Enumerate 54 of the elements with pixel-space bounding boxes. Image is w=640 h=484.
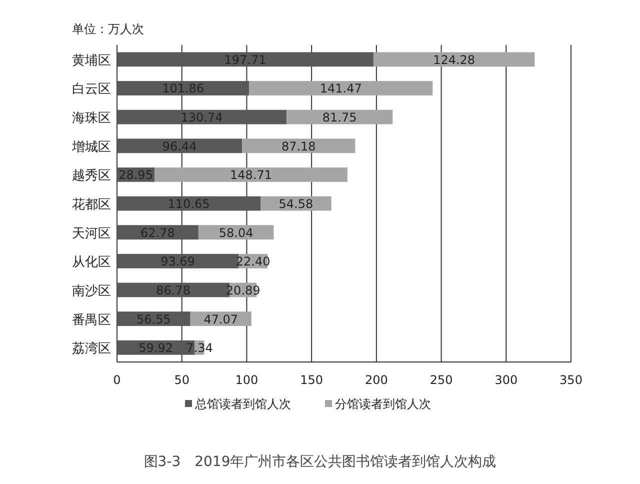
bar [117,225,198,240]
y-tick-label: 天河区 [72,226,111,242]
data-label: 197.71 [224,52,266,67]
y-tick-label: 荔湾区 [72,340,111,357]
bar [373,52,535,67]
data-label: 110.65 [168,197,210,211]
y-tick-label: 增城区 [71,140,111,155]
x-tick-label: 250 [430,373,453,387]
legend-label: 总馆读者到馆人次 [194,397,291,411]
y-tick-label: 从化区 [72,255,111,270]
y-tick-label: 番禺区 [72,312,111,328]
data-label: 101.86 [162,82,204,96]
data-label: 7.34 [186,341,213,356]
data-label: 124.28 [433,52,476,67]
y-tick-label: 越秀区 [72,168,111,184]
data-label: 86.78 [156,283,190,298]
data-label: 58.04 [218,226,254,240]
data-label: 81.75 [322,110,357,125]
data-label: 59.92 [138,341,174,356]
y-tick-label: 黄埔区 [72,53,111,68]
data-label: 87.18 [281,139,316,154]
bar [249,81,433,96]
x-tick-label: 50 [174,373,190,387]
y-tick-label: 花都区 [72,198,111,212]
legend-label: 分馆读者到馆人次 [335,397,431,411]
data-label: 96.44 [162,139,197,154]
data-label: 28.95 [118,168,153,182]
bar [117,110,287,124]
bar [117,81,250,96]
x-tick-label: 200 [364,373,388,387]
x-tick-label: 350 [560,373,582,387]
data-label: 130.74 [180,110,223,125]
x-tick-label: 0 [113,373,121,387]
bar [286,110,393,124]
data-label: 54.58 [278,197,314,211]
y-tick-label: 海珠区 [72,111,111,126]
data-label: 148.71 [230,168,272,182]
data-label: 56.55 [136,312,171,326]
data-label: 141.47 [320,82,362,96]
data-label: 93.69 [160,254,195,269]
bar [117,52,374,67]
x-tick-label: 100 [235,373,258,387]
bar [154,167,348,182]
x-tick-label: 300 [494,373,518,387]
x-tick-label: 150 [300,373,324,387]
data-label: 62.78 [140,226,175,240]
bar [242,138,356,154]
bar [117,138,242,154]
data-label: 47.07 [204,312,238,326]
caption: 图3-3 2019年广州市各区公共图书馆读者到馆人次构成 [144,454,496,470]
bar [117,196,261,211]
y-tick-label: 南沙区 [72,284,111,299]
text: 单位：万人次 [72,22,144,36]
y-tick-label: 白云区 [72,82,111,98]
